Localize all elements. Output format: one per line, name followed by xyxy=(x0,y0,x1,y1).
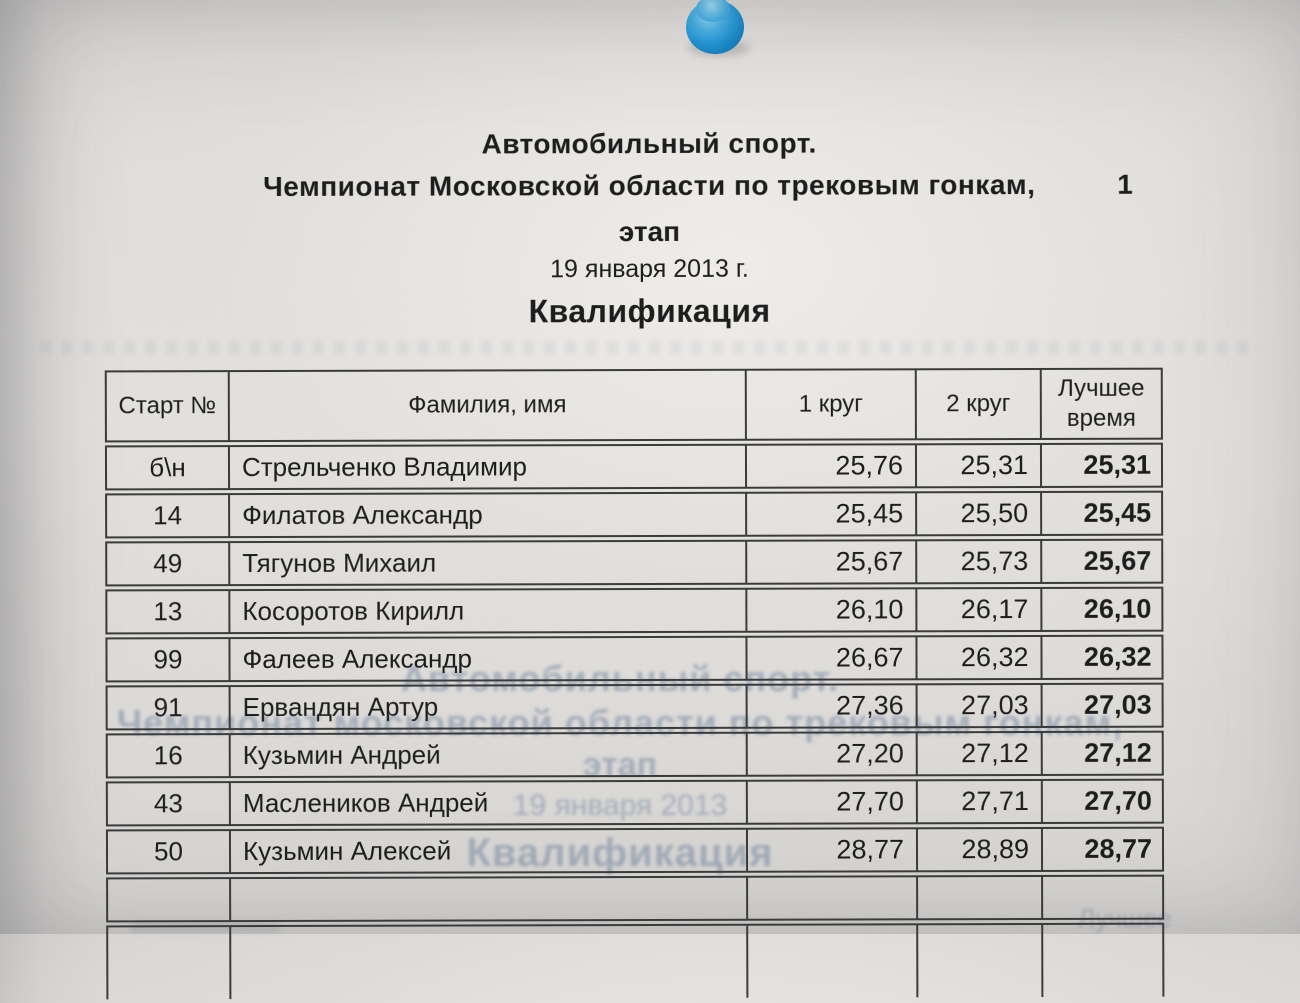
column-header-lap2: 2 круг xyxy=(914,367,1040,441)
table-row: 99 Фалеев Александр 26,67 26,32 26,32 xyxy=(105,634,1164,683)
cell-lap1-time: 28,77 xyxy=(745,827,917,873)
table-row: 13 Косоротов Кирилл 26,10 26,17 26,10 xyxy=(105,586,1164,635)
cell-lap1-time: 27,70 xyxy=(745,779,916,825)
cell-lap1-time: 25,67 xyxy=(745,539,916,585)
cell-best-time: 25,31 xyxy=(1039,442,1164,488)
cell-lap2-time: 27,71 xyxy=(915,778,1041,825)
cell-lap2-time: 27,12 xyxy=(915,730,1041,777)
cell-lap1-time: 25,45 xyxy=(745,491,916,537)
cell-driver-name: Кузьмин Андрей xyxy=(228,731,746,779)
table-row: 43 Маслеников Андрей 27,70 27,71 27,70 xyxy=(105,778,1164,827)
qualification-table-header: Старт № Фамилия, имя 1 круг 2 круг Лучше… xyxy=(104,367,1163,443)
cell-lap1-time: 26,67 xyxy=(745,635,916,681)
cell-start-number: 14 xyxy=(105,493,229,539)
cell-driver-name: Косоротов Кирилл xyxy=(228,587,746,635)
cell-driver-name: Кузьмин Алексей xyxy=(228,827,747,875)
cell-lap1-time: 25,76 xyxy=(744,443,916,489)
cell-start-number: 49 xyxy=(105,541,229,587)
clipped-bottom-row xyxy=(106,922,1165,1000)
table-row: 50 Кузьмин Алексей 28,77 28,89 28,77 xyxy=(105,826,1165,875)
doc-date: 19 января 2013 г. xyxy=(550,254,749,284)
cell-start-number: 50 xyxy=(105,829,230,875)
cell-start-number: 16 xyxy=(105,733,229,779)
cell-best-time: 27,70 xyxy=(1040,778,1164,824)
cell-lap2-time: 25,31 xyxy=(914,442,1041,489)
table-row: 49 Тягунов Михаил 25,67 25,73 25,67 xyxy=(105,538,1164,587)
cell-lap1-time: 27,36 xyxy=(745,683,916,729)
column-header-lap1: 1 круг xyxy=(744,368,915,441)
cell-start-number: 13 xyxy=(105,589,229,635)
table-row: б\н Стрельченко Владимир 25,76 25,31 25,… xyxy=(104,442,1164,491)
column-header-best-time: Лучшее время xyxy=(1039,367,1163,440)
cell-lap2-time: 26,32 xyxy=(915,634,1041,681)
cell-driver-name: Фалеев Александр xyxy=(228,635,746,683)
cell-lap2-time: 27,03 xyxy=(915,682,1041,729)
qualification-table: Старт № Фамилия, имя 1 круг 2 круг Лучше… xyxy=(104,365,1165,1003)
cell-lap2-time: 26,17 xyxy=(915,586,1041,633)
cell-driver-name: Тягунов Михаил xyxy=(228,539,746,587)
cell-lap1-time: 26,10 xyxy=(745,587,916,633)
stage-number: 1 xyxy=(1117,168,1133,200)
section-title: Квалификация xyxy=(528,292,771,330)
cell-start-number: 99 xyxy=(105,637,229,683)
cell-lap1-time: 27,20 xyxy=(745,731,916,777)
qualification-table-footer-rows xyxy=(106,874,1165,1000)
cell-driver-name: Ервандян Артур xyxy=(228,683,746,731)
cell-start-number: 43 xyxy=(105,781,229,827)
cell-best-time: 27,12 xyxy=(1040,730,1164,776)
cell-driver-name: Стрельченко Владимир xyxy=(227,443,746,491)
cell-best-time: 25,67 xyxy=(1040,538,1164,584)
pushpin-cap xyxy=(696,0,730,22)
qualification-table-body: б\н Стрельченко Владимир 25,76 25,31 25,… xyxy=(104,442,1165,875)
cell-best-time: 28,77 xyxy=(1040,826,1165,872)
cell-start-number: 91 xyxy=(105,685,229,731)
cell-lap2-time: 25,50 xyxy=(915,490,1041,537)
cell-best-time: 25,45 xyxy=(1040,490,1164,536)
table-row: 16 Кузьмин Андрей 27,20 27,12 27,12 xyxy=(105,730,1164,779)
doc-title-line1: Автомобильный спорт. xyxy=(481,127,817,160)
table-row: 91 Ервандян Артур 27,36 27,03 27,03 xyxy=(105,682,1164,731)
doc-title-line2: Чемпионат Московской области по трековым… xyxy=(263,168,1036,203)
cell-best-time: 27,03 xyxy=(1040,682,1164,728)
cell-start-number: б\н xyxy=(104,445,229,491)
results-sheet: Автомобильный спорт. Чемпионат Московско… xyxy=(104,127,1165,1000)
table-row: 14 Филатов Александр 25,45 25,50 25,45 xyxy=(105,490,1164,539)
cell-lap2-time: 25,73 xyxy=(915,538,1041,585)
cell-best-time: 26,10 xyxy=(1040,586,1164,632)
empty-row xyxy=(106,874,1165,923)
cell-lap2-time: 28,89 xyxy=(915,826,1042,873)
header-row: Старт № Фамилия, имя 1 круг 2 круг Лучше… xyxy=(104,367,1163,443)
column-header-name: Фамилия, имя xyxy=(227,368,745,443)
pushpin xyxy=(682,0,760,64)
cell-driver-name: Маслеников Андрей xyxy=(228,779,746,827)
cell-best-time: 26,32 xyxy=(1040,634,1164,680)
column-header-start-number: Старт № xyxy=(104,370,228,443)
doc-title-line3: этап xyxy=(618,215,681,248)
cell-driver-name: Филатов Александр xyxy=(228,491,746,539)
